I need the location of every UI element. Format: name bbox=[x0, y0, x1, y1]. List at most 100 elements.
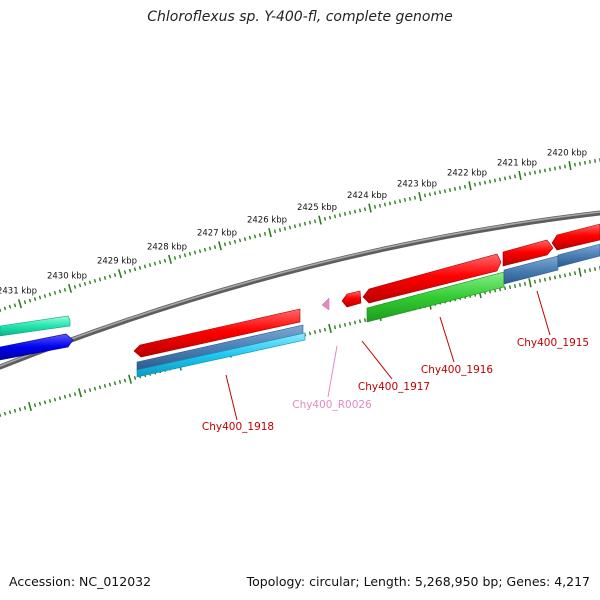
minor-tick bbox=[3, 306, 7, 311]
minor-tick bbox=[3, 411, 7, 416]
gene-right-red[interactable] bbox=[551, 223, 600, 251]
minor-tick bbox=[233, 239, 237, 244]
blue-gene[interactable] bbox=[0, 333, 74, 361]
minor-tick bbox=[408, 196, 412, 201]
cds-chy400-1918-cyan[interactable] bbox=[136, 332, 306, 378]
minor-tick bbox=[313, 219, 317, 224]
kbp-label: 2430 kbp bbox=[47, 271, 87, 281]
backbone-ring bbox=[0, 210, 600, 370]
minor-tick bbox=[113, 273, 117, 277]
minor-tick bbox=[588, 268, 592, 272]
minor-tick bbox=[198, 249, 202, 253]
minor-tick bbox=[243, 237, 247, 241]
cds-chy400-1915-blue[interactable] bbox=[503, 255, 559, 285]
minor-tick bbox=[558, 274, 562, 279]
minor-tick bbox=[413, 195, 417, 200]
minor-tick bbox=[358, 319, 362, 324]
cds-chy400-1916-green[interactable] bbox=[366, 271, 505, 323]
accession-text: Accession: NC_012032 bbox=[9, 574, 152, 589]
major-tick bbox=[468, 181, 472, 191]
minor-tick bbox=[0, 413, 2, 417]
minor-tick bbox=[128, 268, 132, 273]
minor-tick bbox=[58, 396, 62, 401]
minor-tick bbox=[523, 281, 527, 286]
minor-tick bbox=[433, 191, 437, 196]
major-tick bbox=[128, 374, 132, 384]
minor-tick bbox=[63, 288, 67, 292]
kbp-label: 2421 kbp bbox=[497, 158, 537, 168]
minor-tick bbox=[68, 393, 72, 398]
cds-right-blue[interactable] bbox=[557, 243, 600, 268]
kbp-label: 2422 kbp bbox=[447, 169, 487, 179]
minor-tick bbox=[228, 241, 232, 245]
minor-tick bbox=[83, 389, 87, 394]
minor-tick bbox=[193, 250, 197, 255]
minor-tick bbox=[353, 320, 357, 325]
minor-tick bbox=[238, 238, 242, 243]
minor-tick bbox=[173, 256, 177, 260]
minor-tick bbox=[133, 267, 137, 272]
minor-tick bbox=[13, 408, 17, 413]
gene-chy400-1918[interactable] bbox=[133, 308, 301, 358]
minor-tick bbox=[488, 179, 492, 184]
major-tick bbox=[218, 241, 222, 251]
kbp-label: 2431 kbp bbox=[0, 287, 37, 297]
minor-tick bbox=[188, 251, 192, 256]
minor-tick bbox=[358, 208, 362, 213]
gene-chy400-1916[interactable] bbox=[362, 253, 502, 304]
minor-tick bbox=[388, 201, 392, 206]
minor-tick bbox=[564, 164, 566, 169]
minor-tick bbox=[523, 172, 527, 177]
minor-tick bbox=[398, 199, 402, 204]
minor-tick bbox=[158, 260, 162, 265]
minor-tick bbox=[543, 277, 547, 282]
minor-tick bbox=[43, 400, 47, 405]
minor-tick bbox=[498, 177, 502, 182]
label-chy400-1918: Chy400_1918 bbox=[202, 421, 274, 433]
label-leaders bbox=[225, 290, 551, 421]
minor-tick bbox=[574, 162, 576, 167]
minor-tick bbox=[333, 325, 337, 330]
minor-tick bbox=[373, 204, 377, 209]
gene-chy400-1915[interactable] bbox=[502, 239, 554, 267]
minor-tick bbox=[534, 170, 536, 175]
minor-tick bbox=[163, 258, 167, 263]
minor-tick bbox=[323, 327, 327, 332]
teal-gene[interactable] bbox=[0, 315, 71, 337]
minor-tick bbox=[53, 291, 57, 295]
minor-tick bbox=[473, 182, 477, 187]
minor-tick bbox=[73, 392, 77, 396]
minor-tick bbox=[508, 285, 512, 290]
minor-tick bbox=[53, 397, 57, 402]
minor-tick bbox=[123, 378, 127, 383]
major-tick bbox=[28, 401, 32, 412]
minor-tick bbox=[378, 203, 382, 208]
minor-tick bbox=[183, 253, 187, 258]
major-tick bbox=[418, 192, 422, 202]
kbp-label: 2425 kbp bbox=[297, 203, 337, 213]
major-tick bbox=[578, 267, 582, 277]
minor-tick bbox=[0, 308, 2, 312]
minor-tick bbox=[253, 234, 257, 239]
minor-tick bbox=[308, 331, 312, 336]
minor-tick bbox=[593, 267, 597, 271]
gene-chy400-1917[interactable] bbox=[341, 290, 362, 308]
genome-summary-text: Topology: circular; Length: 5,268,950 bp… bbox=[246, 574, 590, 589]
minor-tick bbox=[143, 264, 147, 269]
minor-tick bbox=[13, 303, 17, 308]
minor-tick bbox=[118, 380, 122, 384]
minor-tick bbox=[503, 286, 507, 291]
minor-tick bbox=[308, 220, 312, 225]
minor-tick bbox=[538, 278, 542, 283]
minor-tick bbox=[554, 166, 556, 171]
rna-chy400-r0026[interactable] bbox=[321, 297, 330, 311]
minor-tick bbox=[583, 269, 587, 274]
major-tick bbox=[268, 228, 272, 238]
outer-scale-track bbox=[0, 158, 600, 312]
major-tick bbox=[67, 283, 73, 293]
minor-tick bbox=[73, 285, 77, 289]
minor-tick bbox=[503, 176, 507, 181]
minor-tick bbox=[38, 295, 42, 300]
minor-tick bbox=[93, 386, 97, 391]
minor-tick bbox=[108, 382, 112, 387]
